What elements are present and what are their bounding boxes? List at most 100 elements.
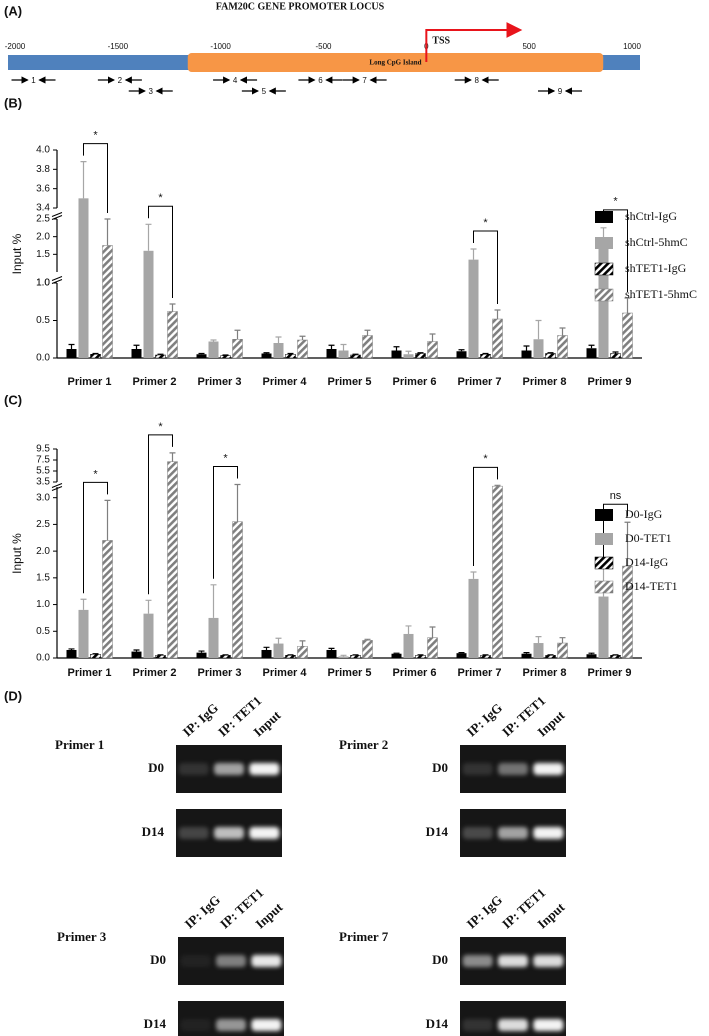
bar	[350, 655, 361, 659]
x-tick-label: Primer 8	[522, 667, 566, 679]
error-bar	[68, 648, 75, 650]
legend-swatch	[595, 211, 613, 223]
bar	[391, 653, 402, 658]
bar	[480, 354, 491, 359]
error-bar	[405, 350, 412, 355]
bar	[273, 343, 284, 358]
error-bar	[624, 521, 631, 567]
bar	[610, 655, 621, 659]
significance-label: *	[93, 130, 98, 142]
x-tick-label: Primer 3	[197, 376, 241, 388]
x-tick-label: Primer 9	[587, 667, 631, 679]
gel-row-label: D0	[150, 952, 166, 967]
error-bar	[68, 343, 75, 349]
bar	[533, 339, 544, 358]
bar	[521, 653, 532, 658]
x-tick-label: Primer 7	[457, 376, 501, 388]
gel-band	[533, 763, 564, 775]
error-bar	[263, 352, 270, 354]
gel-band	[498, 955, 528, 967]
y-tick-label: 2.0	[36, 231, 50, 242]
error-bar	[234, 483, 241, 522]
error-bar	[352, 654, 359, 656]
significance-label: *	[223, 452, 228, 464]
y-tick-label: 0.0	[36, 353, 50, 364]
tss-label: TSS	[432, 35, 450, 46]
y-tick-label: 9.5	[36, 444, 50, 455]
gel-band	[533, 827, 564, 839]
locus-tick-label: 1000	[623, 42, 641, 51]
legend-swatch	[595, 533, 613, 545]
error-bar	[157, 654, 164, 656]
bar	[403, 633, 414, 658]
bar	[90, 654, 101, 659]
x-tick-label: Primer 6	[392, 376, 436, 388]
significance-bracket	[603, 503, 628, 559]
bar	[622, 312, 633, 359]
error-bar	[393, 652, 400, 654]
primer-label: 9	[558, 87, 563, 96]
error-bar	[352, 353, 359, 355]
bar	[456, 351, 467, 358]
axis-break	[51, 212, 63, 220]
x-tick-label: Primer 5	[327, 667, 371, 679]
bar	[468, 259, 479, 358]
gel-band	[498, 763, 528, 775]
gel-band	[216, 955, 246, 967]
y-axis-label: Input %	[10, 533, 24, 574]
bar	[78, 198, 89, 358]
error-bar	[482, 352, 489, 355]
bar	[598, 596, 609, 658]
bar	[131, 349, 142, 358]
bar	[403, 354, 414, 358]
x-tick-label: Primer 6	[392, 667, 436, 679]
primer-label: 8	[474, 76, 479, 85]
significance-bracket	[213, 466, 238, 579]
error-bar	[624, 297, 631, 313]
significance-bracket	[473, 230, 498, 304]
error-bar	[104, 218, 111, 246]
x-tick-label: Primer 7	[457, 667, 501, 679]
error-bar	[547, 654, 554, 656]
bar	[427, 341, 438, 359]
error-bar	[547, 352, 554, 354]
gel-row-label: D0	[432, 952, 448, 967]
bar	[78, 609, 89, 658]
locus-tick-label: -1500	[108, 42, 129, 51]
lane-label: IP: IgG	[182, 892, 223, 931]
error-bar	[588, 652, 595, 655]
error-bar	[80, 161, 87, 199]
error-bar	[559, 327, 566, 336]
gel-band	[249, 763, 280, 775]
y-tick-label: 3.5	[36, 477, 50, 488]
significance-bracket	[83, 143, 108, 213]
error-bar	[405, 625, 412, 634]
y-axis-label: Input %	[10, 233, 24, 274]
gel-band	[216, 1019, 246, 1031]
significance-bracket	[83, 481, 108, 594]
legend-label: shCtrl-IgG	[625, 209, 677, 223]
error-bar	[169, 303, 176, 312]
panel-label: (C)	[4, 392, 22, 407]
panel-label: (A)	[4, 3, 22, 18]
error-bar	[458, 652, 465, 654]
error-bar	[494, 309, 501, 319]
y-tick-label: 3.8	[36, 164, 50, 175]
error-bar	[92, 653, 99, 655]
significance-label: ns	[610, 490, 622, 502]
bar	[492, 485, 503, 659]
bar	[285, 354, 296, 359]
bar	[273, 643, 284, 658]
significance-label: *	[483, 453, 488, 465]
error-bar	[198, 650, 205, 653]
gel-primer-label: Primer 1	[55, 737, 104, 752]
y-tick-label: 0.5	[36, 626, 50, 637]
gel-row-label: D14	[426, 1016, 449, 1031]
x-tick-label: Primer 2	[132, 376, 176, 388]
bar	[338, 350, 349, 358]
bar	[220, 355, 231, 359]
gel-band	[178, 763, 209, 775]
error-bar	[417, 352, 424, 354]
error-bar	[133, 344, 140, 349]
error-bar	[157, 353, 164, 355]
